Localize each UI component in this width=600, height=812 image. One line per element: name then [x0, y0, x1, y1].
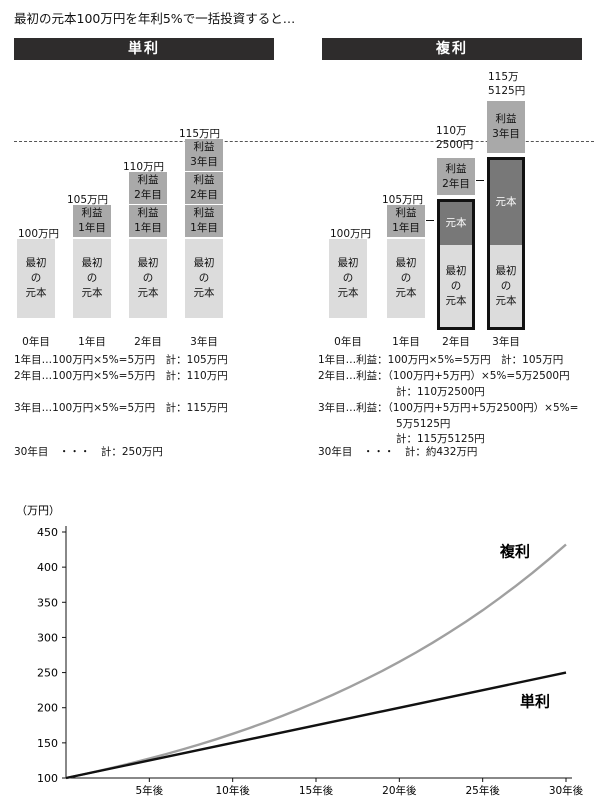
- simple-year-0: 0年目: [22, 336, 50, 348]
- simple-principal-0: 最初の元本: [17, 239, 55, 318]
- simple-calc-30: 30年目 ・・・ 計：250万円: [14, 446, 163, 458]
- compound-series-line: [65, 543, 567, 780]
- growth-line-chart: （万円） 100 150 200 250 300 350 400 450 5年後 10年後 15年後…: [16, 504, 584, 797]
- compound-calc-2-total: 計：110万2500円: [396, 386, 485, 398]
- arrow-1-to-2: [426, 220, 434, 221]
- compound-principal-0: 最初の元本: [329, 239, 367, 318]
- x-tick-label: 30年後: [549, 784, 584, 797]
- dashed-reference-line: [14, 141, 594, 142]
- x-tick-label: 10年後: [215, 784, 250, 797]
- compound-calc-30: 30年目 ・・・ 計：約432万円: [318, 446, 478, 458]
- compound-interest-header: 複利: [322, 38, 582, 60]
- simple-principal-3: 最初の元本: [185, 239, 223, 318]
- y-tick-label: 100: [37, 772, 58, 785]
- simple-interest-2-1: 利益 1年目: [129, 205, 167, 237]
- compound-interest-1-1: 利益 1年目: [387, 205, 425, 237]
- simple-interest-3-1: 利益 1年目: [185, 205, 223, 237]
- x-tick-label: 20年後: [382, 784, 417, 797]
- compound-bar-3-outline: [487, 157, 525, 330]
- simple-interest-2-2: 利益 2年目: [129, 172, 167, 204]
- compound-series-label: 複利: [499, 543, 530, 561]
- simple-interest-3-2: 利益 2年目: [185, 172, 223, 204]
- simple-calc-2: 2年目…100万円×5%=5万円 計：110万円: [14, 370, 228, 382]
- compound-calc-2: 2年目…利益：（100万円+5万円）×5%=5万2500円: [318, 370, 570, 382]
- simple-year-3: 3年目: [190, 336, 218, 348]
- x-tick-label: 5年後: [135, 784, 163, 797]
- simple-total-1: 105万円: [67, 194, 109, 206]
- compound-principal-3-carried: 元本: [490, 160, 522, 245]
- compound-principal-3: 最初の元本: [490, 245, 522, 327]
- y-tick-label: 400: [37, 561, 58, 574]
- simple-series-line: [65, 671, 567, 780]
- compound-interest-3-3: 利益 3年目: [487, 101, 525, 153]
- compound-year-1: 1年目: [392, 336, 420, 348]
- simple-calc-3: 3年目…100万円×5%=5万円 計：115万円: [14, 402, 228, 414]
- arrow-2-to-3: [476, 180, 484, 181]
- compound-principal-1: 最初の元本: [387, 239, 425, 318]
- simple-total-0: 100万円: [18, 228, 60, 240]
- compound-year-3: 3年目: [492, 336, 520, 348]
- compound-year-2: 2年目: [442, 336, 470, 348]
- y-tick-label: 350: [37, 596, 58, 609]
- compound-total-3: 115万 5125円: [488, 71, 526, 97]
- compound-principal-2-carried: 元本: [440, 202, 472, 245]
- simple-interest-1-1: 利益 1年目: [73, 205, 111, 237]
- simple-series-label: 単利: [520, 693, 550, 711]
- compound-total-0: 100万円: [330, 228, 372, 240]
- compound-calc-3: 3年目…利益：（100万円+5万円+5万2500円）×5%=: [318, 402, 579, 414]
- simple-principal-2: 最初の元本: [129, 239, 167, 318]
- y-tick-label: 150: [37, 737, 58, 750]
- simple-interest-header: 単利: [14, 38, 274, 60]
- simple-year-1: 1年目: [78, 336, 106, 348]
- simple-calc-1: 1年目…100万円×5%=5万円 計：105万円: [14, 354, 228, 366]
- compound-principal-2: 最初の元本: [440, 245, 472, 327]
- y-axis-unit-label: （万円）: [16, 504, 60, 517]
- simple-year-2: 2年目: [134, 336, 162, 348]
- x-tick-label: 25年後: [465, 784, 500, 797]
- compound-bar-2-outline: [437, 199, 475, 330]
- simple-total-2: 110万円: [123, 161, 165, 173]
- compound-interest-2-2: 利益 2年目: [437, 158, 475, 195]
- compound-total-2: 110万 2500円: [436, 125, 474, 151]
- y-tick-label: 450: [37, 526, 58, 539]
- simple-total-3: 115万円: [179, 128, 221, 140]
- compound-year-0: 0年目: [334, 336, 362, 348]
- y-tick-label: 200: [37, 702, 58, 715]
- compound-calc-3-total: 計：115万5125円: [396, 433, 485, 445]
- y-tick-label: 250: [37, 667, 58, 680]
- y-tick-label: 300: [37, 631, 58, 644]
- simple-principal-1: 最初の元本: [73, 239, 111, 318]
- page-title: 最初の元本100万円を年利5%で一括投資すると…: [14, 11, 296, 26]
- compound-total-1: 105万円: [382, 194, 424, 206]
- simple-interest-3-3: 利益 3年目: [185, 139, 223, 171]
- compound-calc-1: 1年目…利益：100万円×5%=5万円 計：105万円: [318, 354, 564, 366]
- x-tick-label: 15年後: [299, 784, 334, 797]
- compound-calc-3-interest: 5万5125円: [396, 418, 451, 430]
